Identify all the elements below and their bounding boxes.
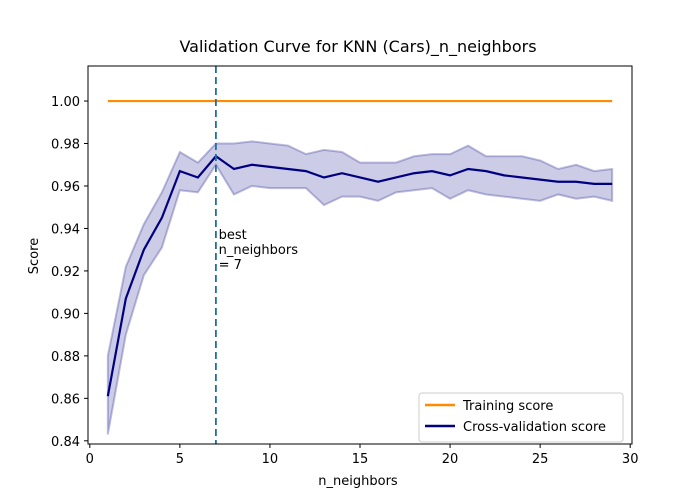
x-tick-label: 30 — [622, 452, 639, 467]
y-tick-label: 0.90 — [51, 307, 80, 322]
x-tick-label: 0 — [86, 452, 94, 467]
plot-frame — [87, 65, 633, 445]
y-tick-label: 0.98 — [51, 138, 80, 153]
chart-title: Validation Curve for KNN (Cars)_n_neighb… — [179, 37, 536, 57]
annotation-line: = 7 — [219, 258, 242, 273]
y-axis-label: Score — [27, 238, 42, 274]
legend-label-cross-validation: Cross-validation score — [463, 420, 606, 435]
y-tick-label: 0.96 — [51, 180, 80, 195]
cross-validation-score-line — [106, 154, 613, 397]
legend-label-training: Training score — [462, 399, 553, 414]
cross-validation-band — [106, 140, 614, 435]
y-tick-label: 1.00 — [51, 95, 80, 110]
y-tick-label: 0.84 — [51, 435, 80, 450]
x-tick-label: 5 — [176, 452, 184, 467]
y-tick-label: 0.94 — [51, 222, 80, 237]
best-k-annotation: best n_neighbors = 7 — [219, 228, 299, 273]
y-tick-label: 0.86 — [51, 392, 80, 407]
y-tick-label: 0.88 — [51, 350, 80, 365]
x-tick-label: 25 — [532, 452, 549, 467]
annotation-line: best — [219, 228, 247, 243]
y-tick-label: 0.92 — [51, 265, 80, 280]
x-axis-label: n_neighbors — [318, 474, 398, 489]
annotation-line: n_neighbors — [219, 243, 299, 258]
legend: Training score Cross-validation score — [418, 392, 624, 443]
x-tick-label: 15 — [352, 452, 369, 467]
x-tick-label: 20 — [442, 452, 459, 467]
legend-box — [418, 392, 624, 443]
plot-area: best n_neighbors = 7 0 5 10 15 20 25 30 0.84 0.86 0.… — [51, 65, 639, 467]
x-tick-label: 10 — [262, 452, 279, 467]
